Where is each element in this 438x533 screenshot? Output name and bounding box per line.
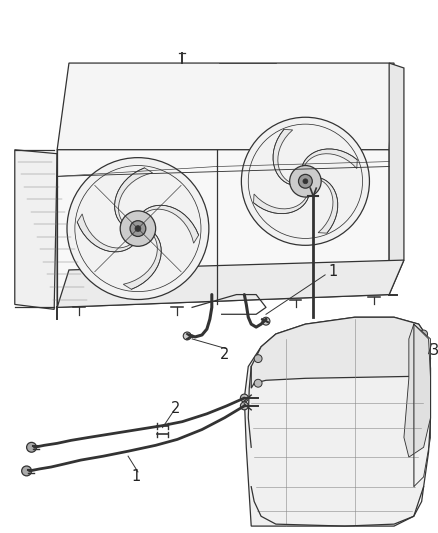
Circle shape	[240, 394, 248, 402]
Polygon shape	[57, 150, 389, 308]
Polygon shape	[251, 317, 431, 388]
Text: 2: 2	[220, 347, 229, 362]
Circle shape	[422, 365, 430, 373]
Circle shape	[135, 225, 141, 231]
Circle shape	[130, 221, 146, 237]
Text: 3: 3	[430, 343, 438, 358]
Polygon shape	[57, 63, 394, 150]
Polygon shape	[15, 150, 57, 309]
Polygon shape	[244, 317, 431, 526]
Circle shape	[303, 179, 308, 184]
Polygon shape	[115, 168, 152, 223]
Polygon shape	[77, 214, 133, 252]
Circle shape	[240, 402, 248, 410]
Circle shape	[21, 466, 32, 476]
Circle shape	[420, 394, 427, 402]
Circle shape	[299, 174, 312, 188]
Circle shape	[254, 354, 262, 362]
Polygon shape	[123, 234, 161, 289]
Circle shape	[120, 211, 155, 246]
Text: 2: 2	[170, 401, 180, 416]
Circle shape	[290, 166, 321, 197]
Circle shape	[420, 330, 427, 338]
Circle shape	[241, 117, 369, 245]
Circle shape	[27, 442, 36, 452]
Polygon shape	[389, 63, 404, 295]
Polygon shape	[273, 130, 293, 184]
Polygon shape	[143, 205, 199, 243]
Circle shape	[67, 158, 209, 300]
Polygon shape	[302, 149, 357, 168]
Circle shape	[262, 317, 270, 325]
Circle shape	[183, 332, 191, 340]
Text: 1: 1	[131, 470, 140, 484]
Polygon shape	[318, 178, 338, 233]
Circle shape	[254, 379, 262, 387]
Text: 1: 1	[328, 264, 337, 279]
Polygon shape	[57, 260, 404, 308]
Polygon shape	[254, 194, 308, 214]
Polygon shape	[404, 324, 431, 457]
